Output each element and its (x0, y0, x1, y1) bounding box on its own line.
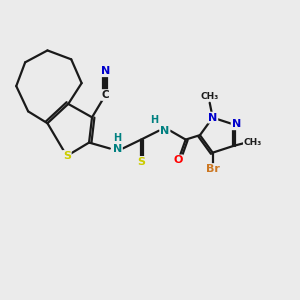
Text: H: H (150, 115, 158, 125)
Text: S: S (137, 157, 145, 167)
Text: N: N (101, 66, 110, 76)
Text: C: C (102, 90, 109, 100)
Text: S: S (63, 151, 71, 161)
Text: N: N (113, 143, 122, 154)
Text: H: H (113, 133, 122, 143)
Text: O: O (173, 155, 183, 165)
Text: N: N (160, 126, 170, 136)
Text: CH₃: CH₃ (201, 92, 219, 101)
Text: N: N (208, 112, 217, 123)
Text: Br: Br (206, 164, 220, 174)
Text: N: N (232, 119, 241, 129)
Text: CH₃: CH₃ (244, 139, 262, 148)
